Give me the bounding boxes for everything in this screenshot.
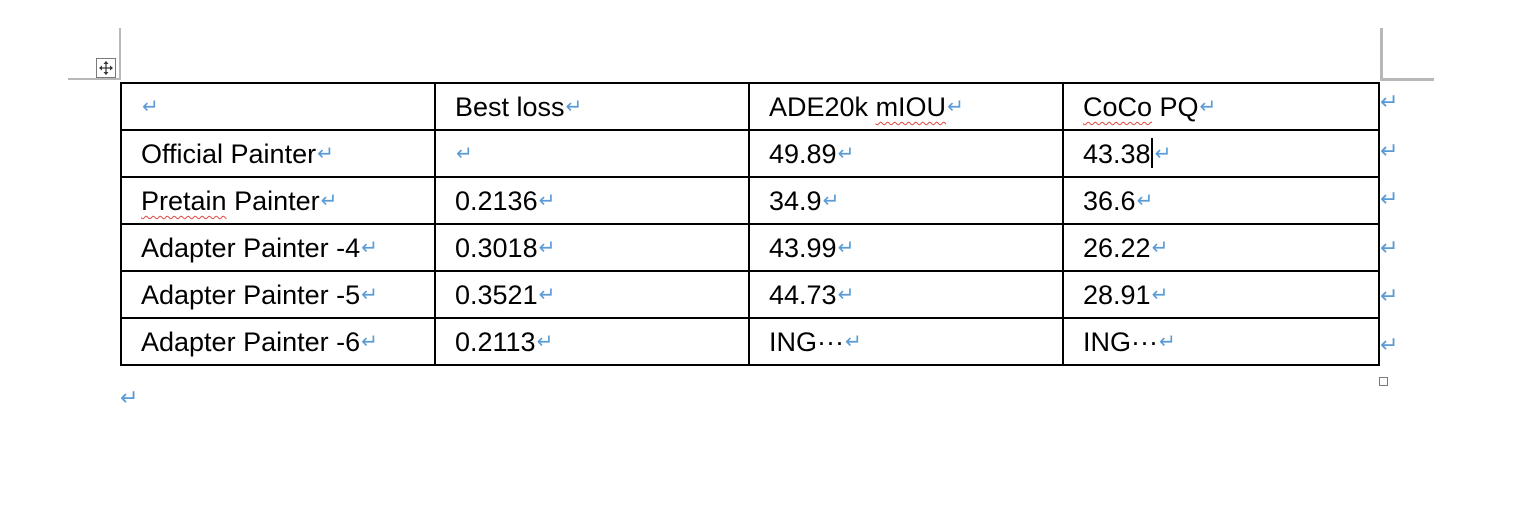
row-end-mark-icon: ↵ [1380,333,1399,358]
table-cell[interactable]: 0.3521↵ [434,270,750,319]
table-cell[interactable]: 28.91↵ [1062,270,1380,319]
spellcheck-underline: Pretain [141,186,227,216]
table-row: Pretain Painter↵ 0.2136↵ 34.9↵ 36.6↵ [120,176,1380,225]
table-cell[interactable]: Official Painter↵ [120,129,436,178]
paragraph-mark-icon: ↵ [837,141,855,165]
paragraph-mark-icon: ↵ [320,188,338,212]
cell-value: 0.3018 [455,233,538,263]
paragraph-mark-icon: ↵ [538,188,556,212]
table-cell[interactable]: ING···↵ [1062,317,1380,366]
row-end-mark-icon: ↵ [1380,284,1399,309]
row-label: Adapter Painter -4 [141,233,361,263]
paragraph-mark-icon: ↵ [538,235,556,259]
paragraph-mark-icon: ↵ [837,282,855,306]
table-cell[interactable]: ↵ [434,129,750,178]
paragraph-mark-icon: ↵ [120,386,139,411]
table-header-row: ↵ Best loss↵ ADE20k mIOU↵ CoCo PQ↵ [120,82,1380,131]
cell-value: 28.91 [1083,280,1151,310]
table-cell[interactable]: ↵ [120,82,436,131]
paragraph-mark-icon: ↵ [361,329,378,353]
table-row: Adapter Painter -6↵ 0.2113↵ ING···↵ ING·… [120,317,1380,366]
table-row: Adapter Painter -5↵ 0.3521↵ 44.73↵ 28.91… [120,270,1380,319]
paragraph-mark-icon: ↵ [538,282,556,306]
row-end-mark-icon: ↵ [1380,90,1399,115]
cell-value: ING··· [1083,327,1158,357]
table-cell[interactable]: Adapter Painter -4↵ [120,223,436,272]
paragraph-mark-icon: ↵ [844,329,862,353]
row-label: Adapter Painter -5 [141,280,361,310]
table-cell[interactable]: 43.99↵ [748,223,1064,272]
cell-value: 44.73 [769,280,837,310]
margin-corner-mark-top-right [1380,28,1383,79]
table-cell[interactable]: 0.2136↵ [434,176,750,225]
paragraph-mark-icon: ↵ [837,235,855,259]
table-cell[interactable]: ING···↵ [748,317,1064,366]
table-cell[interactable]: 34.9↵ [748,176,1064,225]
table-cell[interactable]: ADE20k mIOU↵ [748,82,1064,131]
table-cell[interactable]: Adapter Painter -6↵ [120,317,436,366]
paragraph-mark-icon: ↵ [1154,141,1172,165]
cell-value: ING··· [769,327,844,357]
paragraph-mark-icon: ↵ [361,282,378,306]
paragraph-mark-icon: ↵ [361,235,378,259]
paragraph-mark-icon: ↵ [822,188,840,212]
cell-value: 36.6 [1083,186,1136,216]
cell-value: 0.3521 [455,280,538,310]
data-table: ↵ Best loss↵ ADE20k mIOU↵ CoCo PQ↵ Offic… [120,82,1380,366]
paragraph-mark-icon: ↵ [536,329,554,353]
table-resize-handle-icon[interactable] [1379,377,1388,386]
paragraph-mark-icon: ↵ [1151,282,1169,306]
paragraph-mark-icon: ↵ [565,94,583,118]
table-cell[interactable]: CoCo PQ↵ [1062,82,1380,131]
cell-value: 0.2136 [455,186,538,216]
cell-value: 0.2113 [455,327,536,357]
margin-corner-mark-top-right-h [1380,78,1434,81]
table-move-handle-icon[interactable] [96,58,116,78]
table-cell[interactable]: 36.6↵ [1062,176,1380,225]
row-label: Adapter Painter -6 [141,327,361,357]
text-cursor [1150,138,1153,168]
paragraph-mark-icon: ↵ [947,94,964,118]
cell-value: 26.22 [1083,233,1151,263]
paragraph-mark-icon: ↵ [1136,188,1154,212]
table-cell[interactable]: 26.22↵ [1062,223,1380,272]
paragraph-mark-icon: ↵ [1151,235,1169,259]
row-end-mark-icon: ↵ [1380,139,1399,164]
margin-corner-mark-top-left-h [68,78,121,80]
cell-value: 49.89 [769,139,837,169]
row-end-mark-icon: ↵ [1380,236,1399,261]
table-cell[interactable]: 0.2113↵ [434,317,750,366]
cell-value: 43.38 [1083,139,1151,169]
cell-value: 34.9 [769,186,822,216]
spellcheck-underline: CoCo [1083,92,1153,122]
paragraph-mark-icon: ↵ [1199,94,1217,118]
spellcheck-underline: mIOU [875,92,947,122]
margin-corner-mark-top-left [119,28,121,79]
table-cell[interactable]: 49.89↵ [748,129,1064,178]
table-cell[interactable]: 44.73↵ [748,270,1064,319]
paragraph-mark-icon: ↵ [142,94,159,118]
row-label: Official Painter [141,139,317,169]
paragraph-mark-icon: ↵ [317,141,334,165]
paragraph-mark-icon: ↵ [1158,329,1176,353]
table-cell[interactable]: 0.3018↵ [434,223,750,272]
table-cell[interactable]: Pretain Painter↵ [120,176,436,225]
cell-value: 43.99 [769,233,837,263]
table-cell[interactable]: Adapter Painter -5↵ [120,270,436,319]
table-row: Official Painter↵ ↵ 49.89↵ 43.38 ↵ [120,129,1380,178]
table-cell[interactable]: 43.38 ↵ [1062,129,1380,178]
table-row: Adapter Painter -4↵ 0.3018↵ 43.99↵ 26.22… [120,223,1380,272]
paragraph-mark-icon: ↵ [456,141,473,165]
row-end-mark-icon: ↵ [1380,187,1399,212]
table-cell[interactable]: Best loss↵ [434,82,750,131]
header-cell-text: Best loss [455,92,565,122]
